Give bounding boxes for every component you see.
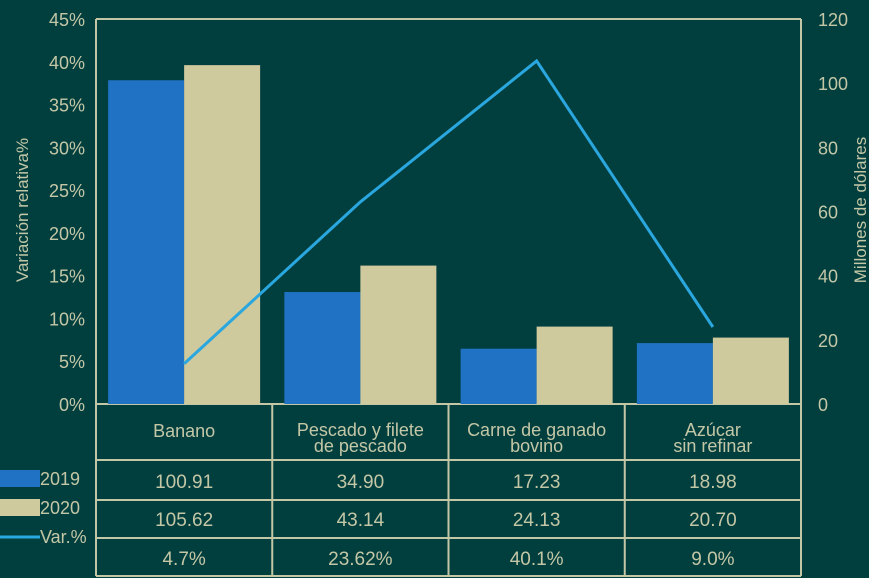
left-axis-ticks: 0% 5% 10% 15% 20% 25% 30% 35% 40% 45%	[49, 10, 85, 415]
table-cell: 24.13	[513, 510, 561, 531]
bar-2019-1	[284, 292, 361, 404]
bar-2019-0	[108, 80, 185, 405]
left-tick-label: 20%	[49, 224, 85, 244]
right-axis-ticks: 0 20 40 60 80 100 120	[818, 10, 848, 415]
category-label: bovino	[510, 436, 563, 456]
legend-label-var: Var.%	[40, 527, 87, 547]
var-series-line	[183, 58, 715, 365]
category-label: Pescado y filete	[297, 420, 424, 440]
category-label: de pescado	[314, 436, 407, 456]
legend-swatch-2020	[0, 499, 40, 516]
table-cell: 100.91	[155, 472, 213, 493]
category-label: sin refinar	[673, 436, 752, 456]
table-cell: 4.7%	[162, 549, 205, 570]
bar-2020-2	[536, 326, 613, 404]
bar-2019-3	[636, 343, 713, 404]
legend-label-2020: 2020	[40, 498, 80, 518]
table-cell: 34.90	[337, 472, 385, 493]
legend: 2019 2020 Var.%	[0, 469, 87, 547]
right-tick-label: 120	[818, 10, 848, 30]
table-cell: 18.98	[689, 472, 737, 493]
bar-2020-1	[360, 265, 437, 404]
left-tick-label: 40%	[49, 53, 85, 73]
bars	[108, 65, 789, 405]
table-cell: 17.23	[513, 472, 561, 493]
category-label: Carne de ganado	[467, 420, 606, 440]
right-tick-label: 60	[818, 203, 838, 223]
left-tick-label: 0%	[59, 395, 85, 415]
category-label: Banano	[153, 421, 215, 441]
var-line-layer	[183, 58, 715, 365]
table-cell: 105.62	[155, 510, 213, 531]
right-tick-label: 0	[818, 395, 828, 415]
left-tick-label: 30%	[49, 138, 85, 158]
left-tick-label: 10%	[49, 309, 85, 329]
left-tick-label: 15%	[49, 267, 85, 287]
table-cell: 23.62%	[328, 549, 393, 570]
table-cell: 40.1%	[510, 549, 564, 570]
bar-2020-0	[184, 65, 261, 404]
bar-2019-2	[460, 348, 537, 404]
left-tick-label: 5%	[59, 352, 85, 372]
legend-label-2019: 2019	[40, 469, 80, 489]
table-cell: 43.14	[337, 510, 385, 531]
legend-swatch-2019	[0, 470, 40, 487]
right-tick-label: 20	[818, 331, 838, 351]
right-tick-label: 40	[818, 267, 838, 287]
table-cell: 9.0%	[691, 549, 734, 570]
table-cell: 20.70	[689, 510, 737, 531]
left-axis-title: Variación relativa%	[13, 138, 32, 282]
left-tick-label: 25%	[49, 181, 85, 201]
right-tick-label: 80	[818, 138, 838, 158]
bar-2020-3	[712, 337, 789, 404]
left-tick-label: 35%	[49, 96, 85, 116]
right-axis-title: Millones de dólares	[851, 137, 869, 283]
right-tick-label: 100	[818, 74, 848, 94]
category-label: Azúcar	[685, 420, 741, 440]
left-tick-label: 45%	[49, 10, 85, 30]
